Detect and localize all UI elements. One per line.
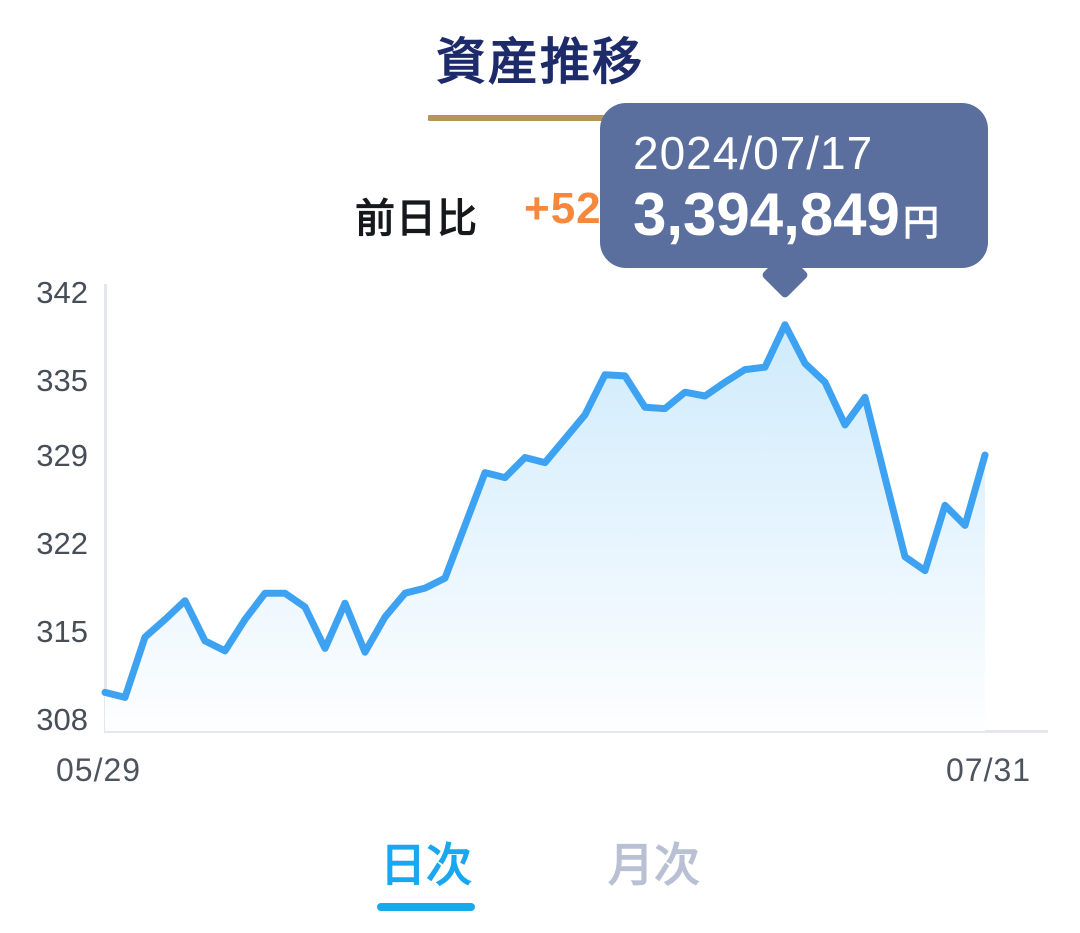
tooltip-date: 2024/07/17 <box>633 127 874 179</box>
tab-daily-label: 日次 <box>380 839 472 891</box>
y-axis-tick-label: 322 <box>36 526 88 562</box>
y-axis-tick-label: 308 <box>36 702 88 737</box>
tab-monthly[interactable]: 月次 <box>608 829 700 911</box>
y-axis-tick-label: 315 <box>36 614 88 650</box>
y-axis-tick-label: 329 <box>36 438 88 474</box>
period-tabs: 日次 月次 <box>0 829 1080 911</box>
tab-daily[interactable]: 日次 <box>380 829 472 911</box>
tooltip-currency-suffix: 円 <box>902 202 939 243</box>
chart-line <box>101 321 989 701</box>
y-axis-tick-label: 335 <box>36 362 88 398</box>
tooltip-amount-value: 3,394,849 <box>633 181 900 248</box>
x-axis-end-label: 07/31 <box>946 752 1032 788</box>
page-title: 資産推移 <box>436 34 644 90</box>
y-axis-tick-label: 342 <box>36 275 88 310</box>
tooltip-amount: 3,394,849円 <box>633 185 988 245</box>
x-axis-start-label: 05/29 <box>56 752 142 788</box>
chart-tooltip: 2024/07/17 3,394,849円 <box>600 103 988 268</box>
day-change-value: +52 <box>524 184 602 233</box>
day-change-label: 前日比 <box>355 197 478 241</box>
chart-area-fill <box>105 324 985 731</box>
title-underline-bar <box>428 115 654 121</box>
tab-monthly-label: 月次 <box>608 839 700 891</box>
